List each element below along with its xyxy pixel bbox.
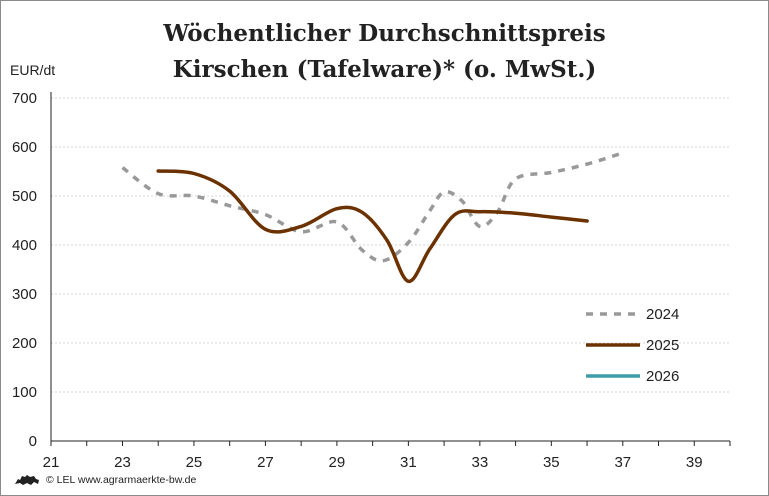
legend-label-2024: 2024 [646, 306, 679, 323]
x-tick-label: 39 [686, 454, 703, 471]
x-tick-label: 37 [614, 454, 631, 471]
series-line-2025 [156, 169, 589, 284]
y-tick-label: 700 [12, 90, 37, 107]
legend-label-2026: 2026 [646, 368, 679, 385]
legend-label-2025: 2025 [646, 337, 679, 354]
lion-logo-icon [15, 475, 39, 485]
x-tick-label: 27 [257, 454, 274, 471]
x-tick-label: 29 [329, 454, 346, 471]
y-tick-label: 600 [12, 139, 37, 156]
x-tick-label: 35 [543, 454, 560, 471]
footer-text: © LEL www.agrarmaerkte-bw.de [46, 474, 197, 486]
x-tick-label: 21 [43, 454, 60, 471]
y-tick-label: 400 [12, 237, 37, 254]
x-tick-label: 31 [400, 454, 417, 471]
x-tick-label: 33 [471, 454, 488, 471]
chart-title: Wöchentlicher Durchschnittspreis [163, 20, 606, 47]
x-tick-label: 25 [186, 454, 203, 471]
y-tick-label: 300 [12, 286, 37, 303]
y-axis-label: EUR/dt [10, 62, 56, 78]
y-tick-label: 100 [12, 384, 37, 401]
footer: © LEL www.agrarmaerkte-bw.de [14, 474, 196, 486]
y-tick-label: 200 [12, 335, 37, 352]
y-tick-label: 500 [12, 188, 37, 205]
y-tick-label: 0 [29, 433, 37, 450]
x-tick-label: 23 [114, 454, 131, 471]
series-line-2024 [121, 151, 624, 263]
chart-subtitle: Kirschen (Tafelware)* (o. MwSt.) [172, 56, 597, 83]
